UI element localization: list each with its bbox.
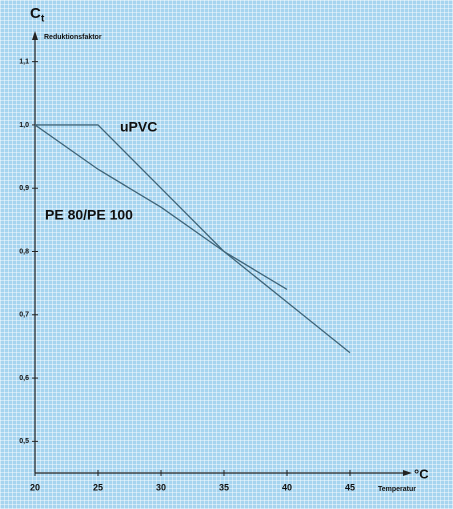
x-tick-label: 20 [30,482,40,492]
series-label: uPVC [120,119,157,135]
x-tick-label: 35 [219,482,229,492]
y-tick-label: 1,0 [19,122,29,129]
y-tick-label: 0,7 [19,312,29,319]
y-arrow [32,31,38,40]
y-tick-label: 1,1 [19,58,29,65]
x-tick-label: 45 [345,482,355,492]
y-symbol: C [30,5,41,22]
x-axis-label: Temperatur [378,486,416,493]
series-line [35,124,351,354]
x-tick-label: 40 [282,482,292,492]
y-tick-label: 0,8 [19,248,29,255]
x-arrow [403,470,412,476]
y-tick-label: 0,5 [19,438,29,445]
x-tick-label: 25 [93,482,103,492]
x-tick-label: 30 [156,482,166,492]
y-tick-label: 0,9 [19,185,29,192]
series-line [34,124,288,291]
y-axis-label: Reduktionsfaktor [44,34,102,41]
x-symbol: °C [414,466,429,481]
y-symbol-sub: t [41,14,45,25]
series-label: PE 80/PE 100 [45,207,133,223]
y-tick-label: 0,6 [19,375,29,382]
